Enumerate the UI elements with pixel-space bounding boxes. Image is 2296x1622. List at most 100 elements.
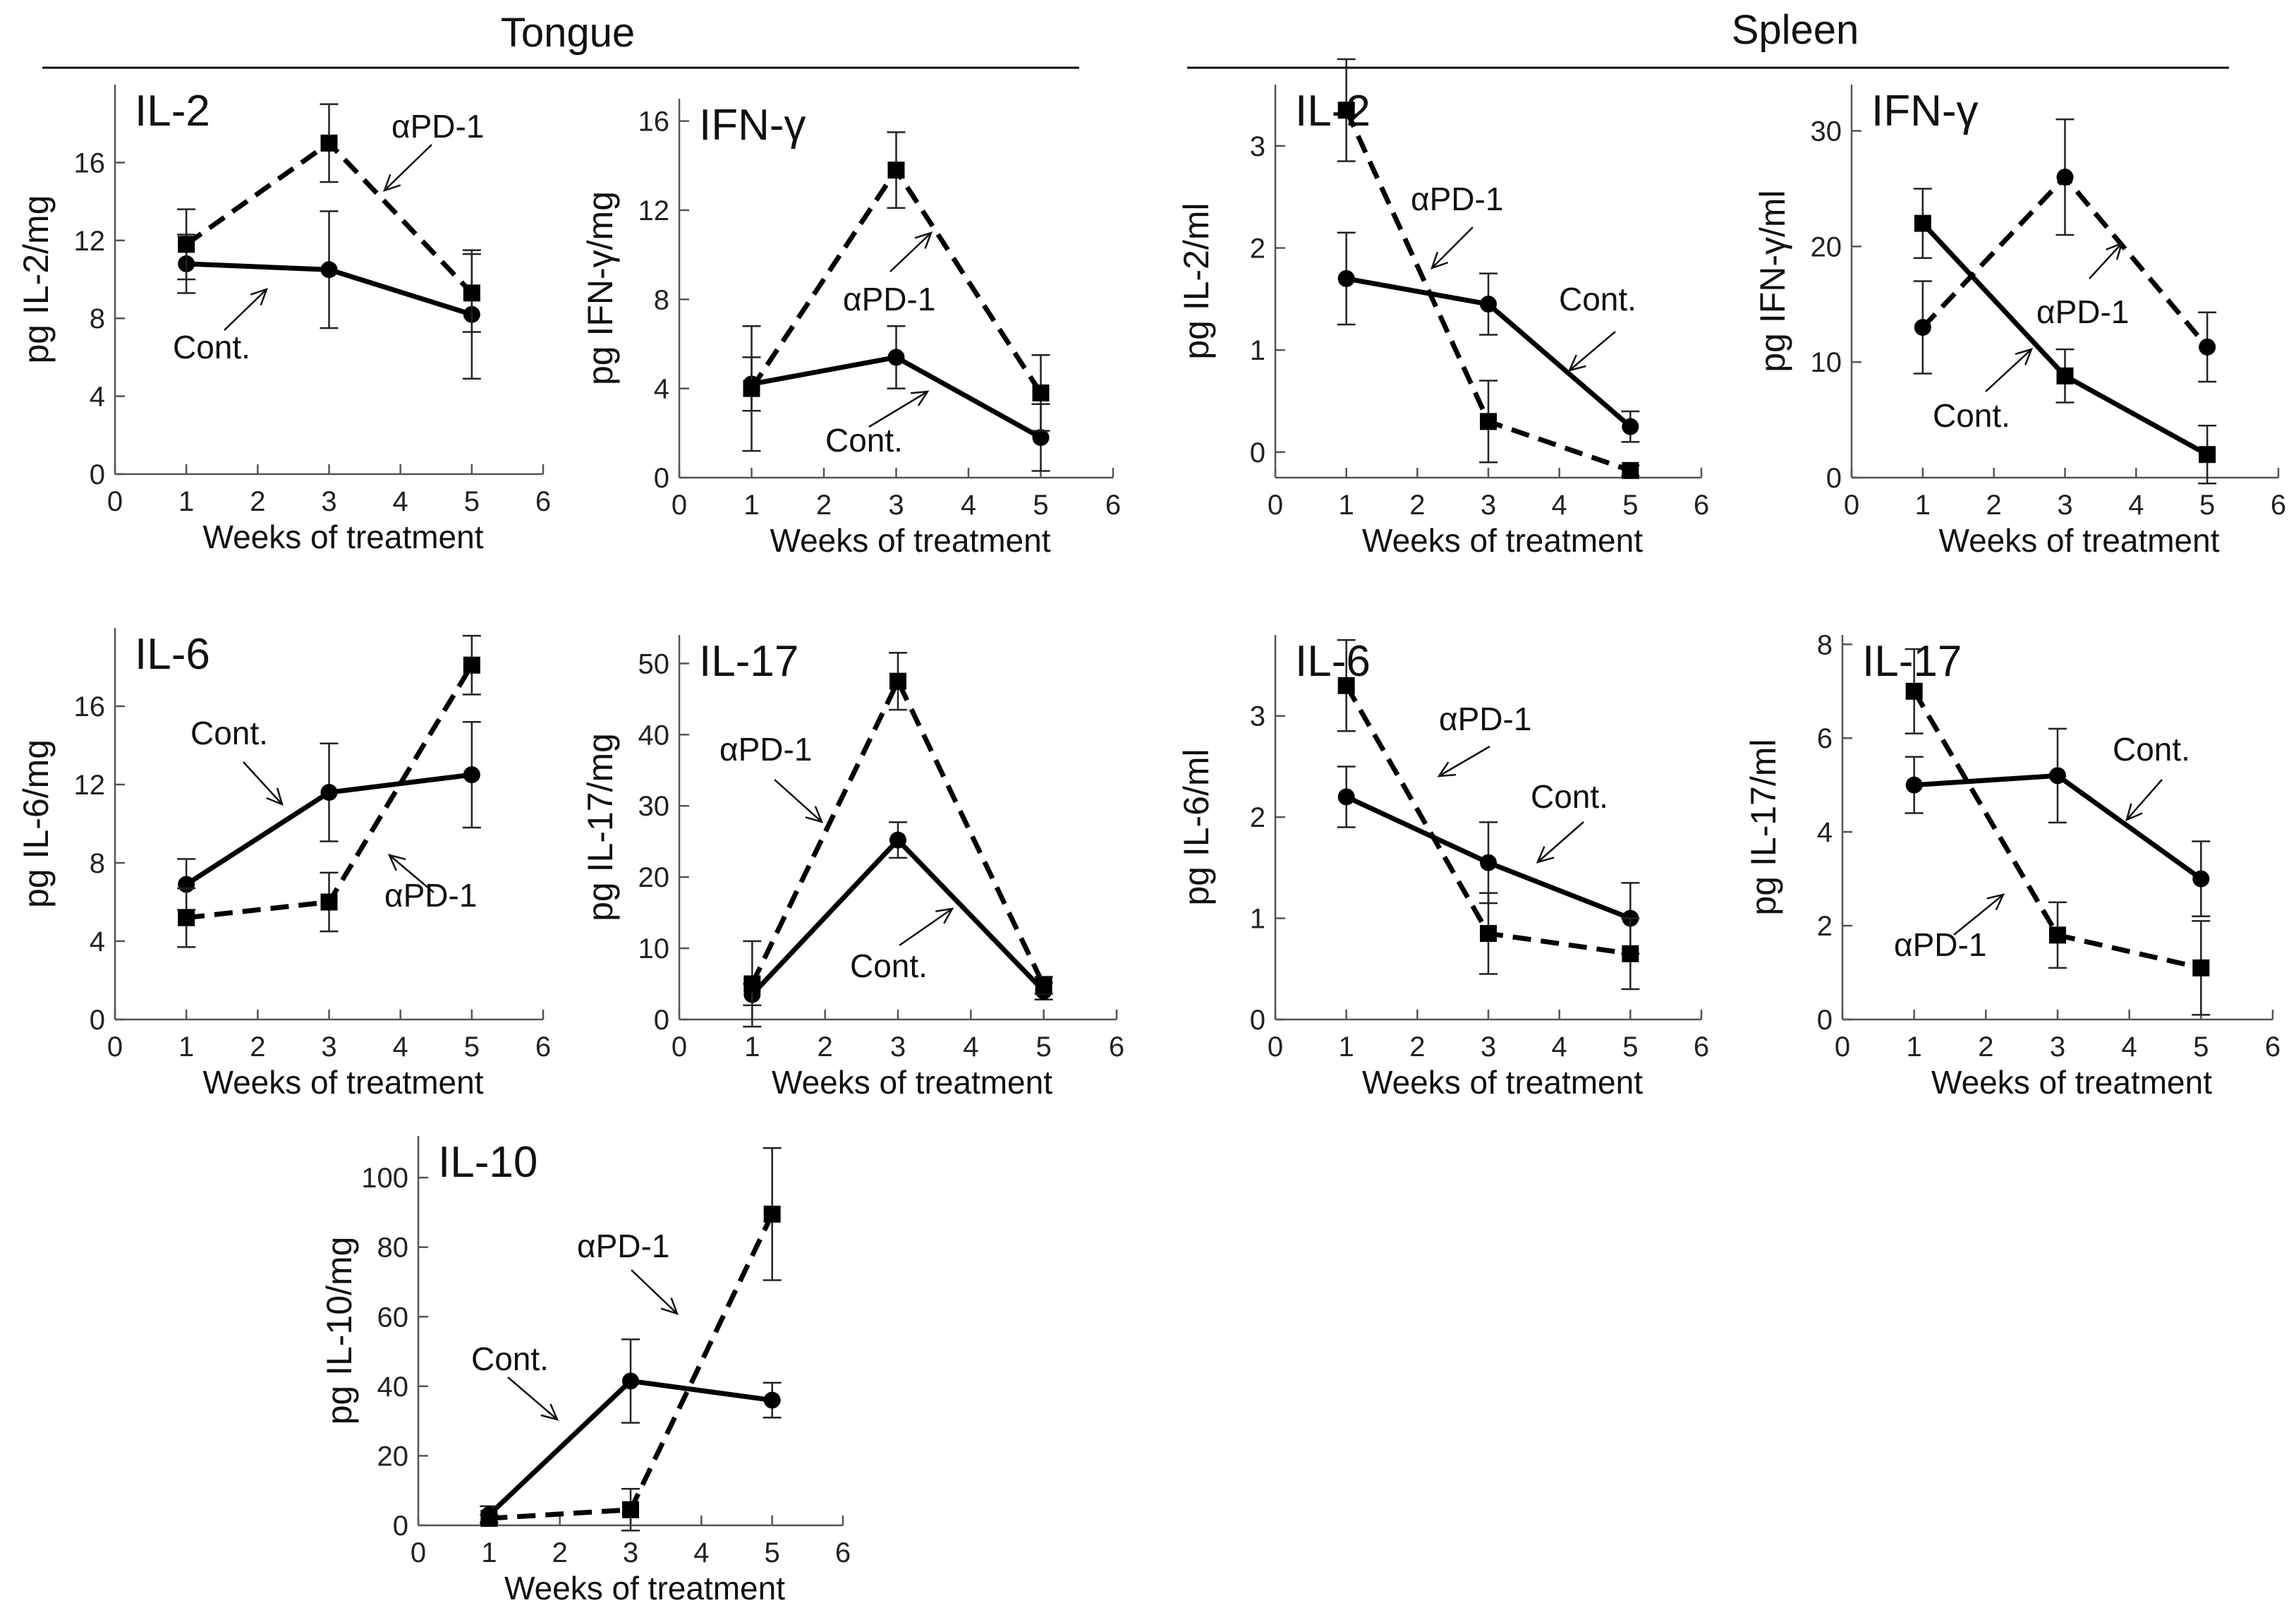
- data-point-circle: [1337, 270, 1355, 287]
- y-axis-label: pg IL-2/mg: [16, 195, 56, 363]
- x-tick-label: 4: [1552, 1031, 1567, 1063]
- annotation-label: αPD-1: [1894, 926, 1986, 963]
- arrow-head: [2015, 348, 2034, 365]
- data-point-square: [2192, 959, 2210, 976]
- y-tick-label: 100: [361, 1163, 408, 1194]
- x-tick-label: 6: [1109, 1031, 1124, 1063]
- data-point-square: [1337, 677, 1355, 694]
- x-tick-label: 6: [2265, 1031, 2280, 1063]
- annotation-arrow: [1953, 894, 2004, 936]
- y-tick-label: 20: [377, 1441, 409, 1472]
- y-tick-label: 4: [90, 382, 105, 413]
- section-title-spleen: Spleen: [1732, 7, 1859, 53]
- chart-panel: 0 2 4 6 8 0 1 2 3 4 5 6 Weeks of treatment pg IL-17/m…: [1744, 629, 2280, 1101]
- x-axis-label: Weeks of treatment: [203, 519, 484, 555]
- data-point-circle: [889, 831, 906, 849]
- annotation-arrow: [384, 144, 432, 191]
- data-point-square: [889, 672, 906, 690]
- data-point-square: [2199, 446, 2216, 464]
- x-tick-label: 1: [1915, 490, 1931, 521]
- panel-title: IL-10: [438, 1138, 537, 1187]
- arrow-head: [382, 174, 401, 193]
- annotation-arrow: [1431, 226, 1474, 269]
- x-tick-label: 0: [672, 490, 687, 521]
- annotation-label: Cont.: [825, 422, 903, 459]
- y-tick-label: 4: [90, 926, 105, 957]
- x-tick-label: 3: [888, 490, 904, 521]
- data-point-square: [887, 162, 905, 179]
- x-axis-label: Weeks of treatment: [1362, 522, 1643, 559]
- x-tick-label: 3: [321, 1031, 336, 1063]
- x-tick-label: 5: [2193, 1031, 2209, 1063]
- data-point-circle: [463, 766, 480, 784]
- data-point-square: [1622, 945, 1639, 962]
- data-point-square: [178, 236, 195, 253]
- x-tick-label: 1: [1339, 1031, 1354, 1063]
- x-tick-label: 1: [481, 1537, 497, 1568]
- panel-title: IL-2: [135, 87, 210, 135]
- y-tick-label: 10: [1811, 347, 1842, 378]
- y-tick-label: 4: [1817, 817, 1833, 848]
- x-tick-label: 2: [1978, 1031, 1993, 1063]
- data-point-circle: [320, 261, 338, 279]
- arrow-head: [914, 231, 933, 249]
- data-point-circle: [1480, 296, 1497, 313]
- x-tick-label: 5: [464, 1031, 480, 1063]
- annotation-label: Cont.: [2113, 731, 2190, 768]
- annotation-label: αPD-1: [2036, 293, 2129, 330]
- panel-title: IL-6: [135, 630, 210, 679]
- arrow-head: [1986, 893, 2005, 911]
- section-title-tongue: Tongue: [501, 10, 635, 56]
- arrow-head: [660, 1297, 679, 1315]
- y-tick-label: 40: [638, 720, 670, 751]
- y-tick-label: 12: [74, 770, 106, 801]
- arrow-head: [2106, 241, 2123, 260]
- y-tick-label: 20: [1811, 231, 1842, 262]
- data-point-square: [1032, 384, 1050, 401]
- x-tick-label: 2: [1409, 490, 1425, 521]
- annotation-arrow: [899, 907, 953, 947]
- x-tick-label: 6: [1105, 490, 1121, 521]
- x-tick-label: 1: [743, 490, 759, 521]
- chart-panel: 0 20 40 60 80 100 0 1 2 3 4 5 6 Weeks of treatment pg …: [320, 1136, 851, 1606]
- chart-panel: 0 1 2 3 0 1 2 3 4 5 6 Weeks of treatment pg IL-6/ml I…: [1177, 635, 1709, 1101]
- arrow-head: [1536, 846, 1555, 864]
- x-tick-label: 6: [1694, 1031, 1709, 1063]
- annotation-arrow: [243, 761, 283, 805]
- annotation-arrow: [224, 289, 267, 331]
- data-point-circle: [2049, 767, 2066, 785]
- x-tick-label: 4: [393, 1031, 408, 1063]
- y-tick-label: 1: [1250, 335, 1265, 366]
- x-tick-label: 2: [250, 1031, 265, 1063]
- y-tick-label: 0: [1817, 1005, 1833, 1036]
- x-tick-label: 0: [411, 1537, 426, 1568]
- annotation-label: Cont.: [1531, 778, 1608, 815]
- x-tick-label: 0: [1844, 490, 1859, 521]
- arrow-head: [935, 907, 954, 924]
- y-tick-label: 0: [1826, 463, 1842, 494]
- y-tick-label: 0: [654, 463, 669, 494]
- y-tick-label: 0: [654, 1005, 669, 1036]
- y-axis-label: pg IL-17/ml: [1744, 739, 1783, 915]
- data-point-circle: [622, 1372, 639, 1390]
- arrow-head: [1437, 761, 1457, 777]
- y-tick-label: 16: [74, 147, 106, 178]
- data-point-square: [1337, 102, 1355, 119]
- data-point-square: [1622, 461, 1639, 479]
- x-tick-label: 2: [552, 1537, 568, 1568]
- x-tick-label: 0: [107, 486, 123, 517]
- arrow-head: [387, 854, 406, 871]
- data-point-square: [1035, 976, 1052, 994]
- x-tick-label: 5: [765, 1537, 780, 1568]
- arrow-head: [910, 390, 930, 406]
- y-tick-label: 40: [377, 1372, 409, 1403]
- x-tick-label: 1: [178, 486, 194, 517]
- data-point-square: [1905, 682, 1923, 700]
- y-tick-label: 16: [638, 107, 670, 138]
- y-tick-label: 20: [638, 862, 670, 893]
- data-point-square: [463, 284, 480, 302]
